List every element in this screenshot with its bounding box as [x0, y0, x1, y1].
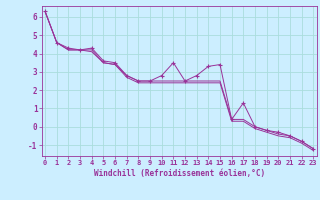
X-axis label: Windchill (Refroidissement éolien,°C): Windchill (Refroidissement éolien,°C) [94, 169, 265, 178]
